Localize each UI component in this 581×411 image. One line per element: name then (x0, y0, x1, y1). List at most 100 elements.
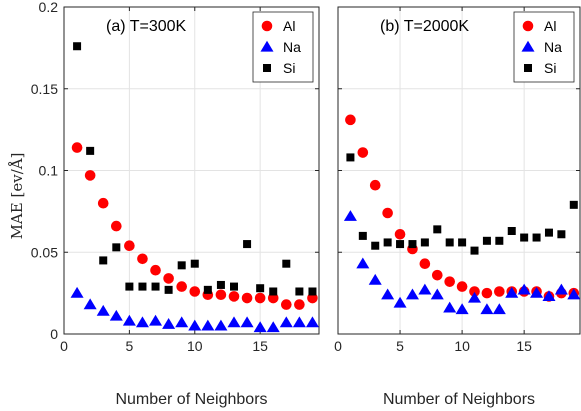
data-point-na (567, 288, 581, 300)
data-point-al (137, 253, 148, 265)
data-point-na (443, 301, 457, 313)
data-point-si (371, 241, 380, 250)
data-point-si (164, 285, 173, 294)
data-point-al (494, 286, 505, 297)
data-point-si (544, 228, 553, 237)
data-point-al (71, 142, 83, 153)
data-point-si (470, 246, 479, 255)
data-point-na (492, 303, 506, 315)
legend-label-al: Al (283, 18, 295, 34)
data-point-si (230, 282, 238, 291)
data-point-na (162, 317, 176, 329)
data-point-si (125, 282, 134, 291)
data-point-si (507, 226, 516, 235)
data-point-al (456, 281, 468, 292)
series-na (343, 210, 581, 315)
data-point-na (505, 286, 519, 298)
legend-marker-si (524, 64, 532, 72)
x-tick-label: 10 (454, 338, 470, 354)
panel-b: 0 5 10 15 Number of Neighbors (b) T=2000K Al Na… (334, 6, 581, 408)
data-point-al (357, 147, 369, 158)
series-si (73, 42, 317, 296)
data-point-na (266, 321, 280, 333)
data-point-al (394, 228, 406, 240)
data-point-si (282, 259, 291, 268)
data-point-na (305, 316, 319, 328)
legend-marker-al (522, 20, 534, 32)
data-point-al (97, 197, 109, 209)
y-tick-label: 0 (50, 326, 58, 342)
data-point-na (405, 288, 419, 300)
data-point-na (480, 303, 494, 315)
legend-marker-al (261, 20, 273, 32)
data-point-si (458, 238, 467, 247)
data-point-si (138, 282, 147, 291)
data-point-na (517, 283, 531, 295)
data-point-si (86, 146, 95, 155)
data-point-si (151, 282, 160, 291)
series-na (70, 286, 319, 333)
data-point-na (253, 321, 267, 333)
legend-label-si: Si (283, 60, 295, 76)
data-point-al (444, 276, 455, 287)
data-point-na (455, 303, 469, 315)
data-point-al (150, 264, 161, 276)
x-tick-label: 5 (125, 338, 133, 354)
data-point-si (520, 233, 529, 242)
data-point-na (135, 316, 149, 328)
legend-label-na: Na (283, 39, 301, 55)
data-point-na (393, 296, 407, 308)
data-point-na (292, 316, 306, 328)
data-point-al (124, 240, 135, 252)
data-point-si (243, 240, 252, 249)
data-point-na (201, 319, 215, 331)
data-point-na (554, 283, 568, 295)
data-point-si (445, 238, 454, 247)
data-point-si (99, 256, 108, 265)
y-tick-label: 0.1 (39, 163, 59, 179)
data-point-na (530, 286, 544, 298)
x-tick-label: 0 (334, 338, 342, 354)
x-axis-label: Number of Neighbors (115, 391, 267, 408)
data-point-si (569, 200, 578, 209)
x-tick-label: 15 (516, 338, 532, 354)
legend-label-si: Si (544, 60, 556, 76)
data-point-na (418, 283, 432, 295)
data-point-al (111, 220, 122, 232)
data-point-na (122, 314, 136, 326)
data-point-na (214, 319, 228, 331)
y-tick-label: 0.05 (31, 244, 58, 260)
data-point-al (84, 170, 96, 181)
data-point-na (227, 316, 241, 328)
data-point-si (112, 243, 121, 252)
legend-label-al: Al (544, 18, 556, 34)
data-point-si (557, 230, 566, 239)
data-point-na (468, 291, 482, 303)
data-point-si (433, 225, 442, 234)
data-point-si (216, 280, 225, 289)
data-point-al (419, 258, 431, 269)
data-point-si (73, 42, 82, 51)
data-point-na (368, 273, 382, 285)
data-point-si (177, 261, 186, 270)
data-point-na (70, 286, 84, 298)
data-point-al (241, 292, 253, 304)
data-point-si (482, 236, 491, 245)
data-point-al (163, 273, 174, 284)
data-point-si (256, 284, 265, 293)
data-point-si (190, 259, 199, 268)
data-point-al (281, 299, 292, 310)
data-point-si (358, 231, 367, 240)
x-axis-label: Number of Neighbors (383, 391, 535, 408)
x-tick-label: 10 (187, 338, 203, 354)
x-tick-label: 15 (252, 338, 268, 354)
data-point-na (109, 309, 123, 321)
data-point-si (383, 238, 392, 247)
data-point-al (369, 179, 381, 191)
data-point-al (382, 207, 393, 219)
data-point-al (176, 281, 187, 292)
legend: Al Na Si (252, 11, 314, 83)
panel-title: (a) T=300K (106, 18, 187, 35)
legend-marker-si (263, 64, 271, 72)
